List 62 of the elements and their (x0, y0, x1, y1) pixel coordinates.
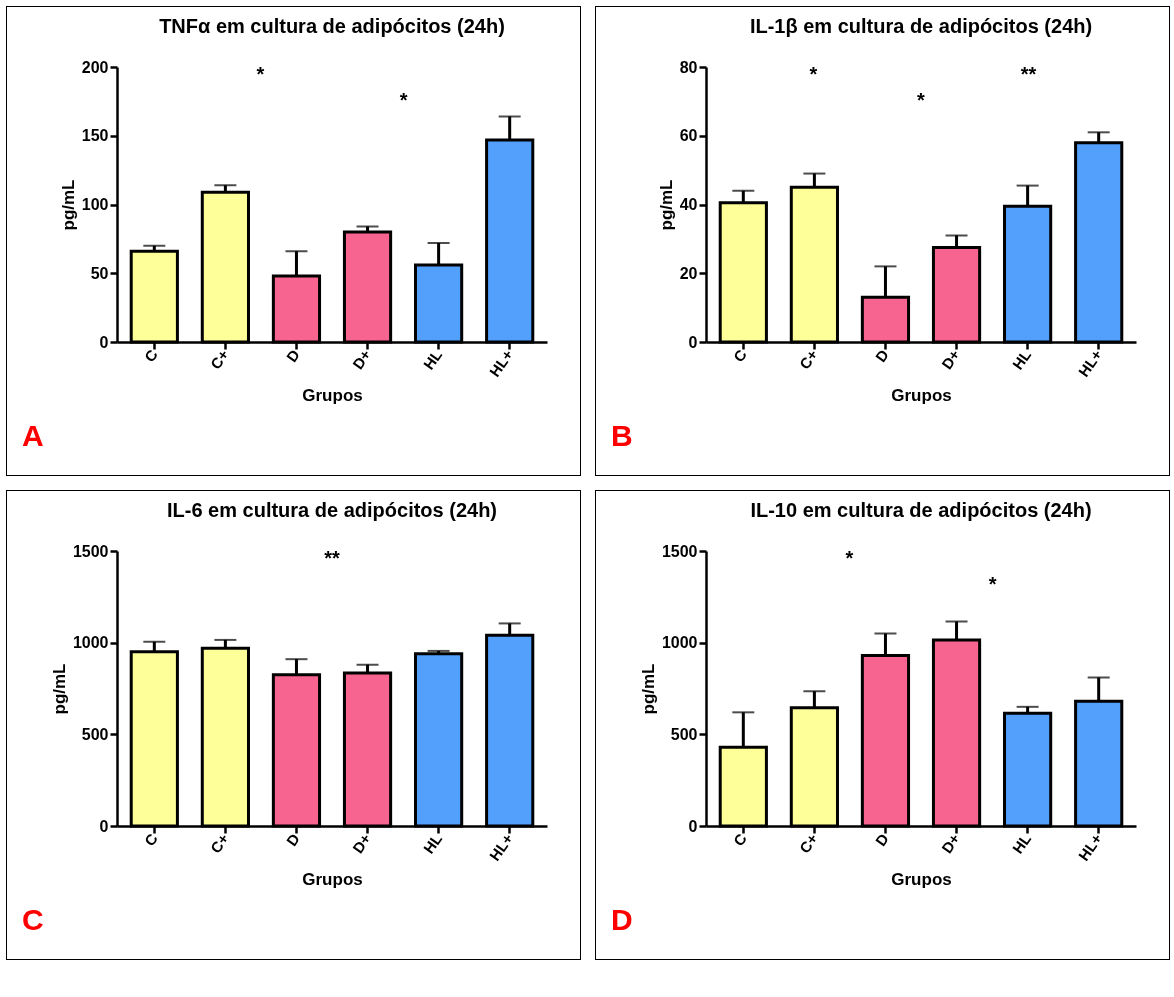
y-tick-label: 500 (81, 725, 109, 743)
y-axis-title: pg/mL (58, 179, 78, 231)
x-tick-label: C (729, 346, 750, 365)
x-tick-label: HL (419, 830, 446, 857)
x-tick-label: D+ (348, 346, 375, 373)
y-tick-label: 1000 (661, 634, 698, 652)
annotation: * (917, 89, 926, 111)
y-tick-label: 80 (679, 58, 698, 76)
x-tick-label: D (871, 830, 893, 849)
y-tick-label: 1500 (72, 542, 109, 560)
y-axis-title: pg/mL (656, 179, 676, 231)
x-axis-title: Grupos (891, 385, 952, 405)
y-tick-label: 200 (81, 58, 109, 76)
x-tick-label: C+ (795, 346, 822, 373)
y-tick-label: 150 (81, 127, 109, 145)
x-tick-label: D (871, 346, 893, 365)
annotation: * (399, 89, 408, 111)
y-tick-label: 500 (670, 725, 698, 743)
annotation: * (256, 63, 265, 85)
text: B (611, 419, 633, 452)
x-tick-label: C+ (795, 830, 822, 857)
x-tick-label: C (140, 346, 161, 365)
x-tick-label: C (729, 830, 750, 849)
text: D (611, 903, 633, 936)
y-tick-label: 40 (679, 196, 698, 213)
x-tick-label: D (282, 346, 304, 365)
x-tick-label: D (282, 830, 304, 849)
annotation: * (845, 547, 854, 569)
x-tick-label: HL (1008, 346, 1035, 373)
x-tick-label: C+ (206, 830, 233, 857)
y-tick-label: 20 (679, 264, 698, 282)
x-tick-label: HL (1008, 830, 1035, 857)
annotation: ** (1020, 63, 1037, 85)
x-axis-title: Grupos (302, 385, 363, 405)
y-tick-label: 60 (679, 127, 698, 145)
annotation: * (988, 573, 997, 595)
y-tick-label: 0 (688, 333, 698, 351)
annotation: ** (324, 547, 340, 569)
chart-title: IL-10 em cultura de adipócitos (24h) (750, 499, 1092, 521)
x-tick-label: C+ (206, 346, 233, 373)
x-axis-title: Grupos (302, 869, 363, 889)
x-tick-label: D+ (348, 830, 375, 857)
y-tick-label: 0 (688, 817, 698, 835)
x-tick-label: HL (419, 346, 446, 373)
x-axis-title: Grupos (891, 869, 952, 889)
y-axis-title: pg/mL (638, 663, 658, 715)
y-tick-label: 50 (90, 264, 109, 282)
text: C (22, 903, 44, 936)
x-tick-label: D+ (937, 346, 964, 373)
y-tick-label: 100 (81, 196, 109, 213)
chart-title: IL-6 em cultura de adipócitos (24h) (166, 499, 498, 521)
text: A (22, 419, 44, 452)
annotation: * (809, 63, 818, 85)
x-tick-label: C (140, 830, 161, 849)
x-tick-label: D+ (937, 830, 964, 857)
y-tick-label: 0 (99, 817, 109, 835)
y-tick-label: 0 (99, 333, 109, 351)
y-tick-label: 1500 (661, 542, 698, 560)
chart-title: TNFα em cultura de adipócitos (24h) (159, 15, 505, 37)
y-tick-label: 1000 (72, 634, 109, 652)
y-axis-title: pg/mL (49, 663, 69, 715)
chart-title: IL-1β em cultura de adipócitos (24h) (749, 15, 1093, 37)
